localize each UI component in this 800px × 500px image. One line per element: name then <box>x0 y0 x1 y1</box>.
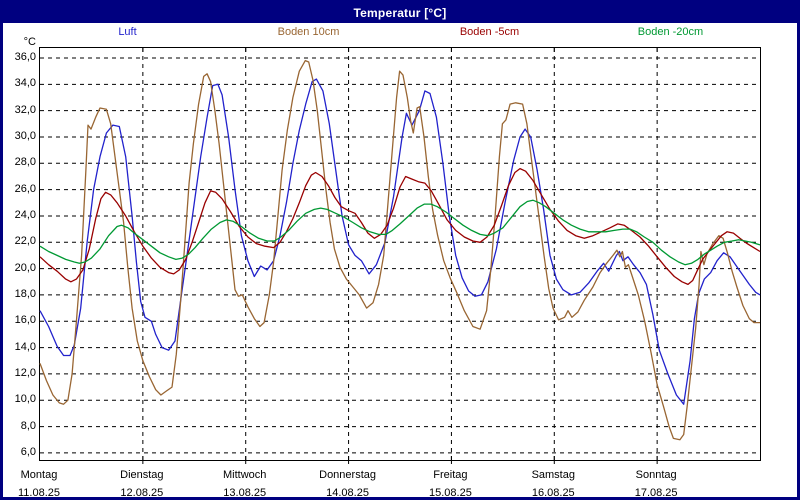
series-line-3 <box>39 199 761 266</box>
x-date-label: 16.08.25 <box>531 487 575 499</box>
y-tick-label: 36,0 <box>14 51 36 63</box>
x-day-label: Freitag <box>433 469 468 481</box>
y-tick-label: 24,0 <box>14 208 36 221</box>
series-line-1 <box>39 59 760 441</box>
y-tick-label: 6,0 <box>20 445 36 458</box>
x-date-label: 11.08.25 <box>17 487 60 499</box>
y-tick-label: 10,0 <box>14 393 36 406</box>
window-content: Temperatur [°C] Luft Boden 10cm Boden -5cm… <box>3 3 797 497</box>
y-tick-label: 20,0 <box>14 261 36 274</box>
x-day-label: Sonntag <box>635 469 677 481</box>
x-date-label: 13.08.25 <box>223 487 267 499</box>
x-date-label: 15.08.25 <box>429 487 472 499</box>
x-day-label: Samstag <box>531 469 575 481</box>
y-tick-label: 18,0 <box>14 287 36 300</box>
x-date-label: 14.08.25 <box>326 487 369 499</box>
y-tick-label: 8,0 <box>20 419 36 432</box>
y-tick-label: 12,0 <box>14 366 36 379</box>
x-day-label: Mittwoch <box>223 469 267 481</box>
y-axis-unit-label: °C <box>23 36 36 48</box>
chart-legend: Luft Boden 10cm Boden -5cm Boden -20cm <box>37 26 761 42</box>
x-day-label: Montag <box>20 469 58 481</box>
title-bar: Temperatur [°C] <box>3 3 797 23</box>
y-tick-label: 34,0 <box>14 77 36 90</box>
plot-svg <box>39 48 761 464</box>
plot-area <box>39 47 761 464</box>
y-tick-label: 16,0 <box>14 314 36 327</box>
y-tick-label: 14,0 <box>14 340 36 353</box>
legend-item-2: Boden -5cm <box>459 26 520 38</box>
x-day-label: Donnerstag <box>319 469 376 481</box>
window-title: Temperatur [°C] <box>353 6 447 20</box>
x-date-label: 17.08.25 <box>634 487 678 499</box>
y-tick-label: 30,0 <box>14 129 36 142</box>
y-tick-label: 32,0 <box>14 103 36 116</box>
legend-item-1: Boden 10cm <box>277 26 340 38</box>
x-day-label: Dienstag <box>120 469 164 481</box>
legend-item-3: Boden -20cm <box>637 26 704 38</box>
series-line-2 <box>39 167 761 286</box>
x-date-label: 12.08.25 <box>120 487 164 499</box>
y-tick-label: 22,0 <box>14 235 36 248</box>
y-tick-label: 28,0 <box>14 156 36 169</box>
series-line-0 <box>39 78 761 405</box>
y-tick-label: 26,0 <box>14 182 36 195</box>
legend-item-0: Luft <box>118 26 137 38</box>
